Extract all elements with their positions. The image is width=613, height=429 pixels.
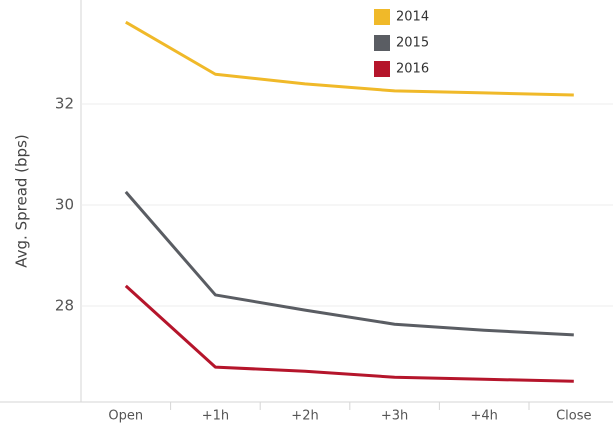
- legend-label: 2015: [396, 36, 429, 51]
- series-line: [124, 190, 574, 337]
- x-tick-label: +2h: [291, 409, 318, 424]
- legend-swatch: [374, 61, 390, 77]
- y-tick-label: 30: [55, 196, 74, 214]
- x-tick-label: Open: [108, 409, 143, 424]
- series-line: [125, 20, 574, 97]
- x-tick-label: +3h: [381, 409, 408, 424]
- x-tick-label: Close: [556, 409, 591, 424]
- y-tick-label: 28: [55, 297, 74, 315]
- x-tick-label: +1h: [202, 409, 229, 424]
- legend-label: 2016: [396, 62, 429, 77]
- legend-swatch: [374, 9, 390, 25]
- y-tick-label: 32: [55, 95, 74, 113]
- series-line: [124, 284, 574, 383]
- y-axis-label: Avg. Spread (bps): [13, 134, 31, 267]
- x-tick-label: +4h: [470, 409, 497, 424]
- legend-swatch: [374, 35, 390, 51]
- legend-label: 2014: [396, 10, 429, 25]
